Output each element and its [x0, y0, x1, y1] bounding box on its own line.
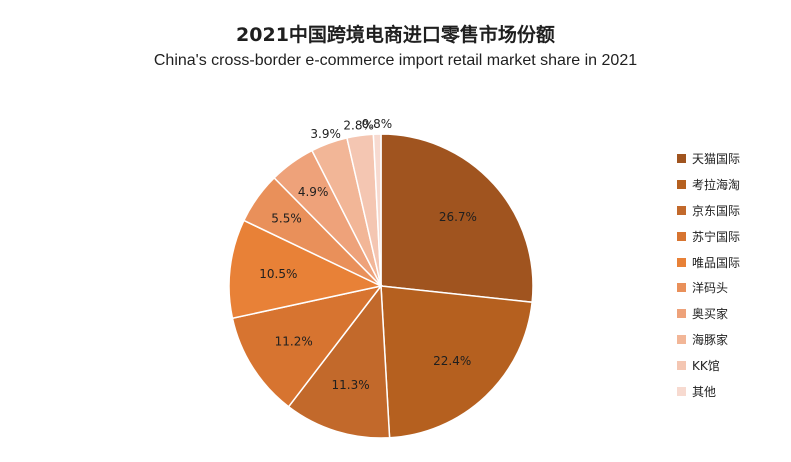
legend-swatch: [677, 309, 686, 319]
legend-item-8: 海豚家: [677, 327, 740, 353]
legend-item-3: 京东国际: [677, 198, 740, 224]
legend-swatch: [677, 334, 686, 344]
pie-label-4: 11.2%: [275, 334, 313, 348]
legend-label: 其他: [692, 384, 717, 399]
chart-subtitle: China's cross-border e-commerce import r…: [153, 52, 638, 69]
legend-item-9: KK馆: [677, 352, 740, 378]
legend-label: 苏宁国际: [692, 229, 741, 244]
pie-label-1: 26.7%: [439, 210, 477, 224]
pie-slice-4: [231, 284, 383, 408]
pie-label-6: 5.5%: [271, 212, 302, 226]
pie-label-8: 3.9%: [310, 127, 341, 141]
legend-label: 考拉海淘: [692, 178, 741, 193]
legend-swatch: [677, 154, 686, 164]
pie-slice-1: [380, 133, 534, 304]
legend-swatch: [677, 205, 686, 215]
legend: 天猫国际考拉海淘京东国际苏宁国际唯品国际洋码头奥买家海豚家 KK馆其他: [677, 146, 740, 404]
legend-item-10: 其他: [677, 378, 740, 404]
pie-slice-5: [228, 219, 384, 320]
legend-swatch: [677, 180, 686, 190]
legend-swatch: [677, 231, 686, 241]
pie-slice-2: [380, 285, 533, 439]
pie-label-5: 10.5%: [259, 267, 297, 281]
legend-swatch: [677, 257, 686, 267]
pie-label-9: 2.8%: [343, 119, 374, 133]
pie-label-3: 11.3%: [332, 378, 370, 392]
legend-item-1: 天猫国际: [677, 146, 740, 172]
legend-swatch: [677, 386, 686, 396]
legend-item-7: 奥买家: [677, 301, 740, 327]
pie-slice-3: [287, 283, 391, 439]
legend-item-2: 考拉海淘: [677, 172, 740, 198]
pie-slice-10: [372, 133, 382, 287]
legend-label: 洋码头: [692, 281, 729, 296]
legend-item-5: 唯品国际: [677, 249, 740, 275]
pie-label-7: 4.9%: [298, 185, 329, 199]
legend-label: 海豚家: [692, 332, 729, 347]
legend-label: 唯品国际: [692, 255, 741, 270]
legend-swatch: [677, 360, 686, 370]
legend-label: 奥买家: [692, 307, 729, 322]
legend-item-6: 洋码头: [677, 275, 740, 301]
legend-label: KK馆: [692, 358, 720, 373]
pie-label-10: 0.8%: [362, 117, 393, 131]
legend-label: 天猫国际: [692, 152, 741, 167]
pie-slices: [228, 133, 534, 439]
legend-swatch: [677, 283, 686, 293]
pie-label-2: 22.4%: [433, 354, 471, 368]
chart-title: 2021中国跨境电商进口零售市场份额: [236, 24, 555, 46]
legend-item-4: 苏宁国际: [677, 223, 740, 249]
pie-labels: 26.7% 22.4% 11.3% 11.2% 10.5% 5.5% 4.9% 3.9%2.8…: [259, 117, 477, 392]
legend-label: 京东国际: [692, 203, 741, 218]
